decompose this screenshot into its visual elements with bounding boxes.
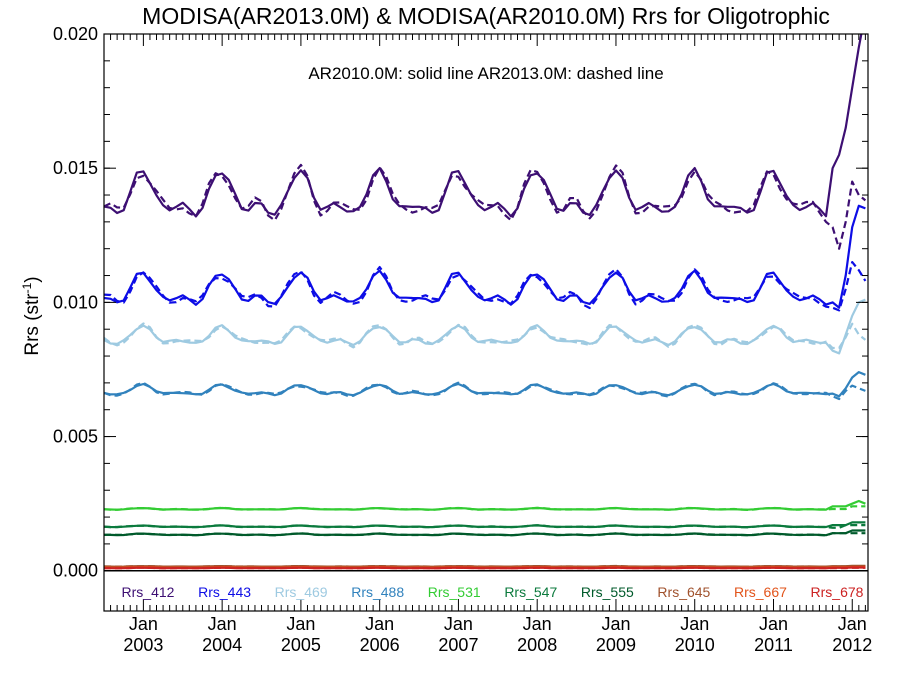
series-layer [104,34,867,570]
x-tick-month-label: Jan [601,614,630,634]
series-line-dashed-Rrs_547 [104,523,866,529]
line-style-annotation: AR2010.0M: solid line AR2013.0M: dashed … [308,64,663,83]
x-tick-month-label: Jan [838,614,867,634]
x-tick-year-label: 2004 [202,635,242,655]
series-line-dashed-Rrs_678 [104,566,866,570]
x-tick-year-label: 2003 [123,635,163,655]
y-tick-label: 0.005 [53,427,98,447]
x-tick-month-label: Jan [286,614,315,634]
y-tick-label: 0.015 [53,158,98,178]
chart-title: MODISA(AR2013.0M) & MODISA(AR2010.0M) Rr… [142,3,830,29]
svg-text:Rrs (str-1): Rrs (str-1) [20,276,43,355]
legend-item-Rrs_667: Rrs_667 [734,584,787,600]
y-axis-label-close: ) [22,276,43,282]
legend-item-Rrs_443: Rrs_443 [198,584,251,600]
series-line-dashed-Rrs_469 [104,322,867,350]
legend-item-Rrs_531: Rrs_531 [428,584,481,600]
series-line-dashed-Rrs_531 [104,505,866,511]
legend-item-Rrs_678: Rrs_678 [811,584,864,600]
y-axis-ticks: 0.000 0.005 0.010 0.015 0.020 [53,24,868,581]
x-tick-year-label: 2006 [360,635,400,655]
legend-item-Rrs_412: Rrs_412 [122,584,175,600]
y-axis-label-text: Rrs (str [22,293,43,356]
series-line-solid-Rrs_443 [104,204,866,309]
x-axis-ticks: Jan2003Jan2004Jan2005Jan2006Jan2007Jan20… [103,34,872,655]
y-tick-label: 0.000 [53,561,98,581]
x-tick-year-label: 2010 [675,635,715,655]
y-axis-label-superscript: -1 [20,282,34,293]
x-tick-month-label: Jan [129,614,158,634]
x-tick-year-label: 2007 [438,635,478,655]
x-tick-month-label: Jan [680,614,709,634]
x-tick-month-label: Jan [523,614,552,634]
series-line-dashed-Rrs_488 [104,381,866,401]
x-tick-month-label: Jan [365,614,394,634]
legend: Rrs_412 Rrs_443 Rrs_469 Rrs_488 Rrs_531 Rrs_5… [122,584,864,600]
series-line-solid-Rrs_488 [104,371,866,398]
y-tick-label: 0.010 [53,292,98,312]
x-tick-year-label: 2011 [754,635,793,655]
legend-item-Rrs_547: Rrs_547 [504,584,557,600]
series-line-solid-Rrs_469 [104,298,866,355]
x-tick-month-label: Jan [444,614,473,634]
legend-item-Rrs_488: Rrs_488 [351,584,404,600]
series-line-dashed-Rrs_555 [104,532,866,537]
y-axis-label: Rrs (str-1) [20,276,43,355]
plot-frame [103,33,869,612]
series-line-dashed-Rrs_443 [104,261,867,312]
legend-item-Rrs_555: Rrs_555 [581,584,634,600]
legend-item-Rrs_645: Rrs_645 [657,584,710,600]
x-tick-year-label: 2009 [596,635,636,655]
x-tick-month-label: Jan [208,614,237,634]
x-tick-year-label: 2012 [832,635,872,655]
x-tick-year-label: 2008 [517,635,557,655]
legend-item-Rrs_469: Rrs_469 [275,584,328,600]
series-line-dashed-Rrs_412 [104,163,867,250]
x-tick-month-label: Jan [759,614,788,634]
x-tick-year-label: 2005 [281,635,321,655]
y-tick-label: 0.020 [53,24,98,44]
series-line-solid-Rrs_412 [104,34,863,218]
